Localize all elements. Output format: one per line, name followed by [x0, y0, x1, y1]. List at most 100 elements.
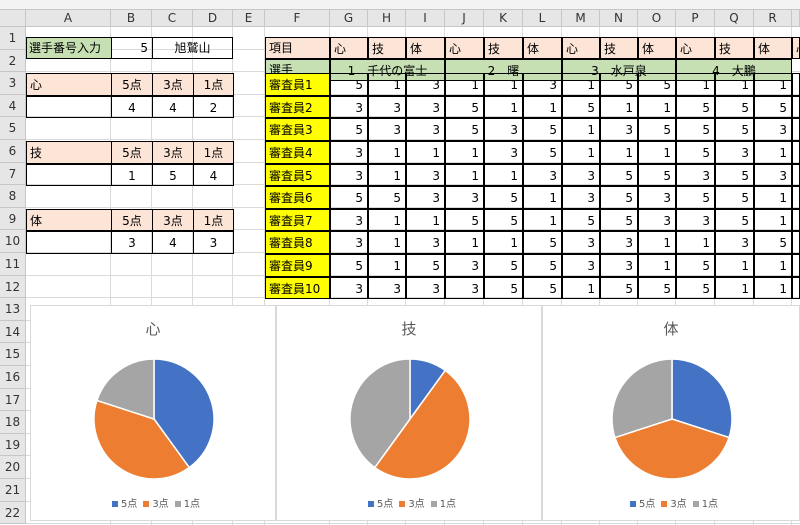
score-cell[interactable]: 5 [600, 186, 638, 209]
row-header[interactable]: 18 [0, 411, 26, 434]
pie-chart-tai[interactable]: 体 5点 3点 1点 [542, 305, 800, 521]
score-cell[interactable]: 5 [638, 163, 676, 187]
score-cell[interactable]: 3 [406, 95, 445, 119]
score-cell[interactable]: 5 [600, 276, 638, 300]
score-cell-clipped[interactable] [792, 254, 800, 277]
score-cell[interactable]: 1 [523, 208, 562, 232]
score-cell[interactable]: 1 [715, 276, 754, 300]
score-cell[interactable]: 3 [715, 231, 754, 254]
score-cell[interactable]: 1 [484, 231, 523, 254]
score-cell[interactable]: 5 [600, 208, 638, 232]
score-cell-clipped[interactable] [792, 186, 800, 209]
count-3[interactable]: 4 [152, 95, 194, 119]
column-header[interactable]: O [638, 10, 676, 27]
score-cell[interactable]: 5 [484, 208, 523, 232]
score-cell[interactable]: 3 [406, 276, 445, 300]
score-cell[interactable]: 3 [406, 186, 445, 209]
score-cell[interactable]: 3 [406, 118, 445, 141]
row-header[interactable]: 10 [0, 230, 26, 253]
score-cell-clipped[interactable] [792, 208, 800, 232]
score-cell-clipped[interactable] [792, 276, 800, 300]
score-cell[interactable]: 1 [638, 95, 676, 119]
pie-slice-5点[interactable] [671, 358, 733, 439]
pie-slice-3点[interactable] [373, 369, 471, 480]
score-cell[interactable]: 5 [368, 186, 406, 209]
score-cell[interactable]: 3 [523, 163, 562, 187]
row-header[interactable]: 8 [0, 185, 26, 208]
score-cell[interactable]: 1 [562, 73, 600, 96]
column-header[interactable]: P [676, 10, 715, 27]
score-cell[interactable]: 3 [600, 254, 638, 277]
score-cell-clipped[interactable] [792, 118, 800, 141]
row-header[interactable]: 21 [0, 479, 26, 502]
score-cell[interactable]: 3 [484, 141, 523, 164]
row-header[interactable]: 2 [0, 49, 26, 73]
score-cell[interactable]: 3 [676, 163, 715, 187]
row-header[interactable]: 3 [0, 72, 26, 95]
row-header[interactable]: 12 [0, 275, 26, 299]
pie-slice-5点[interactable] [153, 358, 215, 469]
score-cell[interactable]: 3 [445, 276, 484, 300]
score-cell[interactable]: 5 [638, 276, 676, 300]
count-3[interactable]: 5 [152, 163, 194, 187]
count-5[interactable]: 4 [111, 95, 153, 119]
score-cell[interactable]: 5 [715, 208, 754, 232]
row-header[interactable]: 4 [0, 94, 26, 118]
score-cell[interactable]: 5 [330, 118, 368, 141]
score-cell[interactable]: 1 [562, 141, 600, 164]
column-header[interactable]: K [484, 10, 523, 27]
score-cell[interactable]: 5 [676, 254, 715, 277]
blank-cell[interactable] [26, 163, 112, 187]
blank-cell[interactable] [26, 231, 112, 254]
score-cell[interactable]: 3 [754, 118, 792, 141]
score-cell[interactable]: 3 [330, 141, 368, 164]
column-header[interactable]: A [26, 10, 111, 27]
score-cell-clipped[interactable] [792, 73, 800, 96]
score-cell[interactable]: 1 [638, 254, 676, 277]
score-cell[interactable]: 3 [330, 208, 368, 232]
score-cell[interactable]: 1 [368, 73, 406, 96]
score-cell[interactable]: 1 [406, 208, 445, 232]
score-cell[interactable]: 1 [754, 254, 792, 277]
score-cell[interactable]: 5 [638, 118, 676, 141]
score-cell[interactable]: 5 [715, 163, 754, 187]
score-cell[interactable]: 5 [715, 95, 754, 119]
score-cell[interactable]: 1 [754, 186, 792, 209]
score-cell[interactable]: 1 [368, 208, 406, 232]
row-header[interactable]: 13 [0, 298, 26, 321]
score-cell[interactable]: 1 [523, 186, 562, 209]
score-cell[interactable]: 1 [754, 276, 792, 300]
score-cell[interactable]: 3 [330, 276, 368, 300]
score-cell[interactable]: 5 [445, 208, 484, 232]
score-cell[interactable]: 5 [600, 73, 638, 96]
pie-slice-1点[interactable] [611, 358, 673, 439]
row-header[interactable]: 11 [0, 253, 26, 276]
score-cell[interactable]: 1 [445, 163, 484, 187]
score-cell[interactable]: 5 [523, 118, 562, 141]
score-cell[interactable]: 3 [406, 163, 445, 187]
score-cell[interactable]: 3 [445, 186, 484, 209]
score-cell[interactable]: 3 [406, 231, 445, 254]
score-cell[interactable]: 5 [715, 186, 754, 209]
column-header[interactable]: E [233, 10, 265, 27]
score-cell[interactable]: 1 [562, 276, 600, 300]
score-cell[interactable]: 5 [406, 254, 445, 277]
row-header[interactable]: 16 [0, 366, 26, 389]
score-cell[interactable]: 1 [445, 141, 484, 164]
score-cell[interactable]: 3 [523, 73, 562, 96]
score-cell-clipped[interactable] [792, 163, 800, 187]
score-cell-clipped[interactable] [792, 231, 800, 254]
score-cell[interactable]: 1 [715, 73, 754, 96]
score-cell[interactable]: 5 [445, 118, 484, 141]
score-cell[interactable]: 1 [754, 141, 792, 164]
score-cell[interactable]: 3 [562, 231, 600, 254]
column-header[interactable] [792, 10, 800, 27]
score-cell[interactable]: 3 [445, 254, 484, 277]
row-header[interactable]: 7 [0, 162, 26, 186]
score-cell[interactable]: 1 [445, 73, 484, 96]
row-header[interactable]: 17 [0, 388, 26, 412]
score-cell[interactable]: 3 [562, 186, 600, 209]
score-cell[interactable]: 1 [638, 141, 676, 164]
score-cell[interactable]: 5 [715, 118, 754, 141]
select-all-corner[interactable] [0, 10, 26, 27]
